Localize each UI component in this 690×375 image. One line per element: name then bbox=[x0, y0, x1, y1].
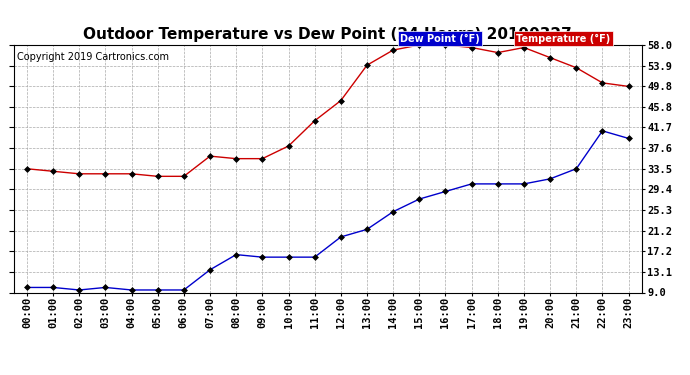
Text: Temperature (°F): Temperature (°F) bbox=[516, 34, 611, 44]
Title: Outdoor Temperature vs Dew Point (24 Hours) 20190327: Outdoor Temperature vs Dew Point (24 Hou… bbox=[83, 27, 572, 42]
Text: Copyright 2019 Cartronics.com: Copyright 2019 Cartronics.com bbox=[17, 53, 169, 62]
Text: Dew Point (°F): Dew Point (°F) bbox=[400, 34, 480, 44]
